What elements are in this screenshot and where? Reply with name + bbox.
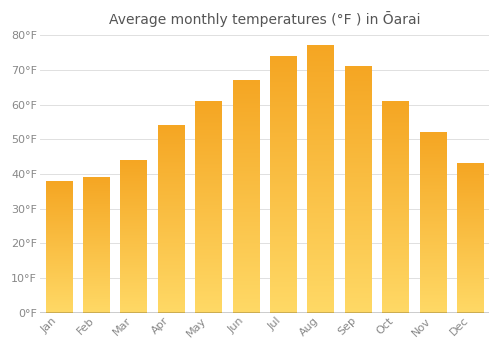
Title: Average monthly temperatures (°F ) in Ōarai: Average monthly temperatures (°F ) in Ōa… — [108, 11, 420, 27]
